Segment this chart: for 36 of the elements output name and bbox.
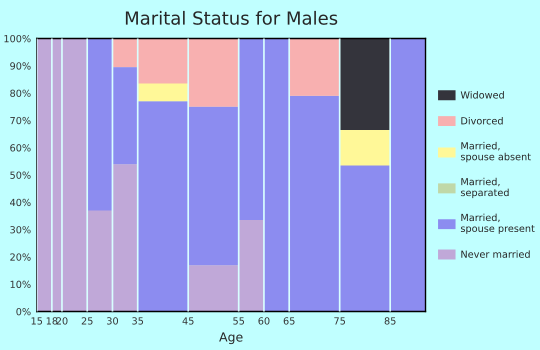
legend-label: Married, spouse present [460, 214, 535, 234]
y-tick-label: 100% [4, 34, 31, 42]
bar [138, 84, 188, 102]
bar [340, 130, 390, 166]
y-tick-label: 0% [16, 308, 31, 316]
legend-label: Divorced [461, 116, 503, 124]
x-axis-title: Age [219, 332, 243, 344]
legend-label: Never married [461, 250, 530, 258]
chart-title: Marital Status for Males [126, 10, 338, 25]
x-tick-label: 25 [82, 317, 93, 325]
x-tick-label: 75 [334, 317, 346, 325]
x-tick-label: 20 [56, 317, 68, 325]
y-tick-label: 40% [10, 198, 31, 206]
y-tick-label: 30% [10, 226, 31, 234]
y-tick-label: 50% [10, 171, 31, 179]
x-tick-label: 65 [284, 317, 295, 325]
y-tick-label: 90% [10, 62, 31, 70]
y-tick-label: 20% [10, 253, 31, 261]
x-tick-label: 30 [107, 317, 118, 325]
legend-label: Widowed [460, 91, 504, 99]
legend-label: Married, spouse absent [460, 142, 531, 162]
x-tick-label: 15 [32, 317, 42, 325]
x-tick-label: 60 [258, 317, 270, 325]
x-tick-label: 18 [46, 317, 58, 325]
x-tick-label: 85 [384, 317, 396, 325]
legend-label: Married, separated [460, 178, 509, 198]
bar [112, 164, 138, 312]
y-tick-label: 60% [10, 144, 31, 152]
x-tick-label: 55 [233, 317, 244, 325]
x-tick-label: 35 [132, 317, 144, 325]
y-tick-label: 70% [10, 116, 31, 124]
x-tick-label: 45 [182, 317, 194, 325]
bar [289, 38, 340, 96]
bar [340, 38, 390, 130]
y-tick-label: 80% [10, 90, 31, 97]
y-tick-label: 10% [10, 280, 31, 288]
